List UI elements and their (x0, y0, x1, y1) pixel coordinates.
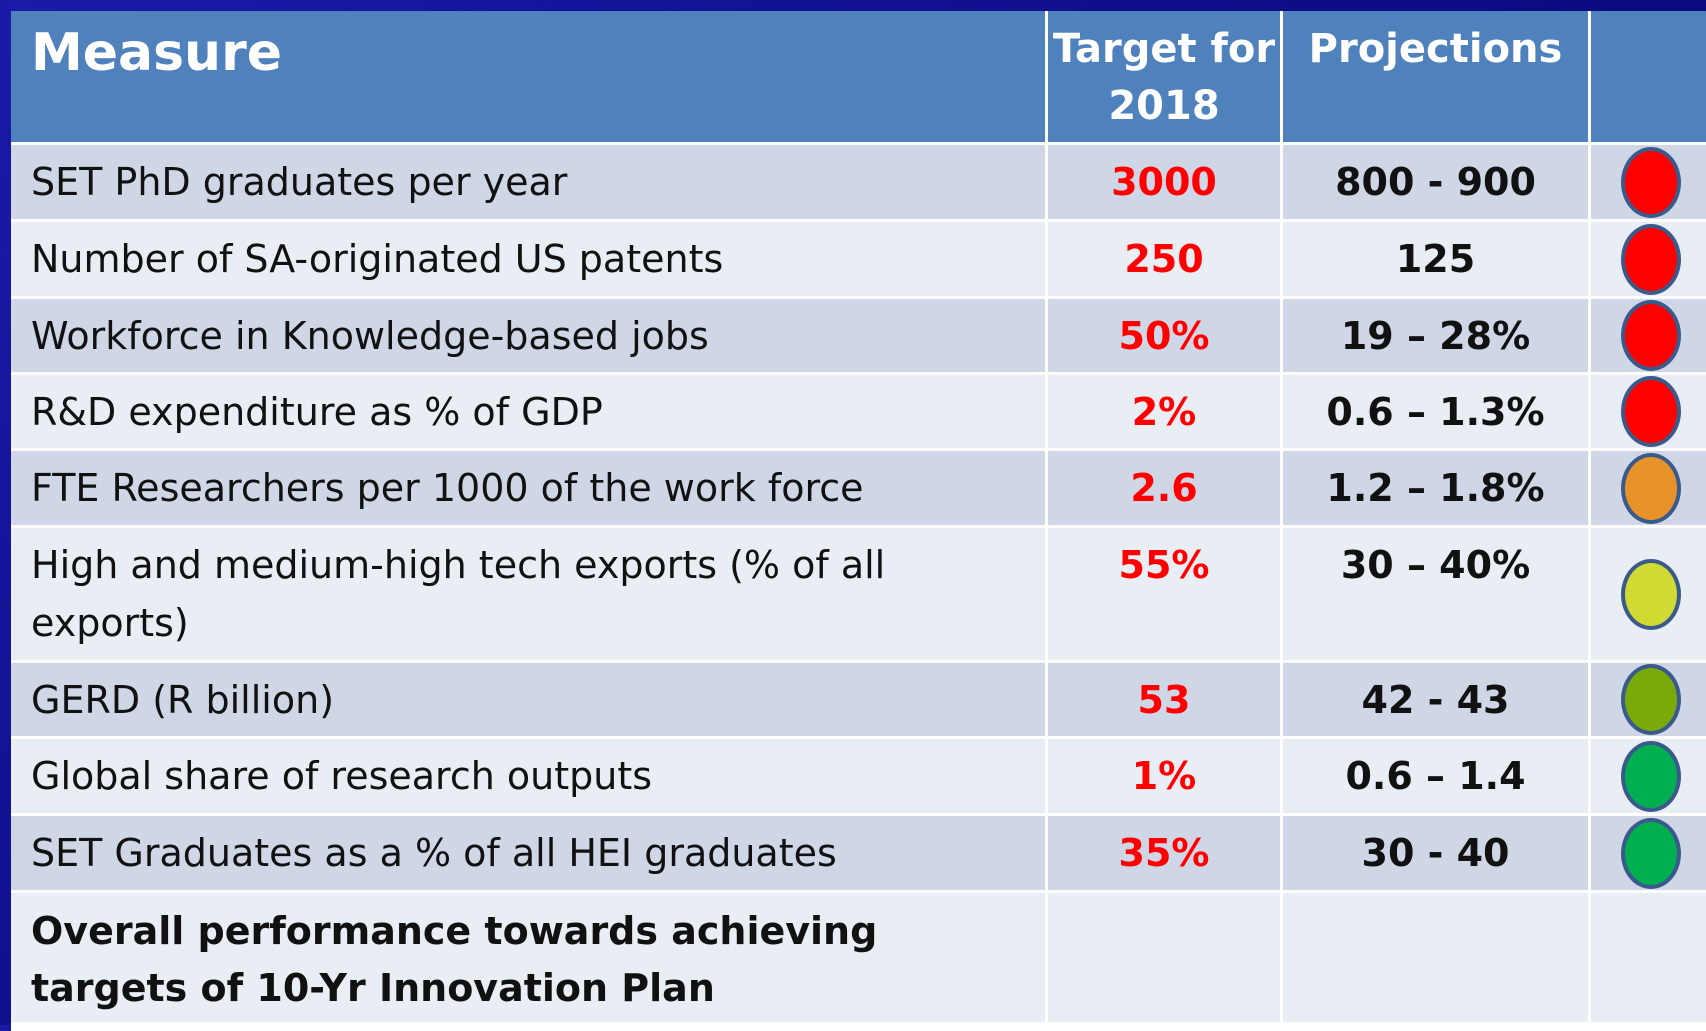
target-cell: 3000 (1048, 145, 1280, 219)
status-cell (1591, 145, 1706, 219)
measure-cell: R&D expenditure as % of GDP (11, 375, 1045, 448)
measure-cell: Workforce in Knowledge-based jobs (11, 299, 1045, 372)
status-cell (1591, 299, 1706, 372)
footer-cell (1591, 893, 1706, 1022)
measure-cell: Number of SA-originated US patents (11, 222, 1045, 296)
measure-cell: High and medium-high tech exports (% of … (11, 528, 1045, 660)
header-cell: Measure (11, 11, 1045, 142)
status-cell (1591, 739, 1706, 813)
target-cell: 35% (1048, 816, 1280, 890)
footer-cell (1283, 893, 1588, 1022)
header-cell (1591, 11, 1706, 142)
target-cell: 55% (1048, 528, 1280, 660)
measure-cell: GERD (R billion) (11, 663, 1045, 736)
status-light (1621, 223, 1681, 295)
target-cell: 250 (1048, 222, 1280, 296)
measure-cell: SET Graduates as a % of all HEI graduate… (11, 816, 1045, 890)
projection-cell: 0.6 – 1.4 (1283, 739, 1588, 813)
status-light (1621, 452, 1681, 524)
projection-cell: 30 - 40 (1283, 816, 1588, 890)
target-cell: 50% (1048, 299, 1280, 372)
target-cell: 1% (1048, 739, 1280, 813)
status-cell (1591, 375, 1706, 448)
status-light (1621, 558, 1681, 630)
header-cell: Projections (1283, 11, 1588, 142)
projection-cell: 1.2 – 1.8% (1283, 451, 1588, 525)
table: Measure Target for 2018 Projections SET PhD… (11, 11, 1706, 1031)
footer-cell (1048, 893, 1280, 1022)
target-cell: 53 (1048, 663, 1280, 736)
projection-cell: 19 – 28% (1283, 299, 1588, 372)
status-light (1621, 817, 1681, 889)
status-cell (1591, 451, 1706, 525)
measure-cell: Global share of research outputs (11, 739, 1045, 813)
measure-cell: FTE Researchers per 1000 of the work for… (11, 451, 1045, 525)
projection-cell: 30 – 40% (1283, 528, 1588, 660)
status-light (1621, 664, 1681, 735)
status-cell (1591, 663, 1706, 736)
status-cell (1591, 816, 1706, 890)
projection-cell: 0.6 – 1.3% (1283, 375, 1588, 448)
target-cell: 2% (1048, 375, 1280, 448)
measure-cell: SET PhD graduates per year (11, 145, 1045, 219)
projection-cell: 125 (1283, 222, 1588, 296)
footer-cell: Overall performance towards achieving ta… (11, 893, 1045, 1022)
target-cell: 2.6 (1048, 451, 1280, 525)
status-light (1621, 740, 1681, 812)
status-cell (1591, 222, 1706, 296)
status-light (1621, 146, 1681, 218)
projection-cell: 800 - 900 (1283, 145, 1588, 219)
header-cell: Target for 2018 (1048, 11, 1280, 142)
projection-cell: 42 - 43 (1283, 663, 1588, 736)
status-light (1621, 376, 1681, 447)
status-cell (1591, 528, 1706, 660)
status-light (1621, 300, 1681, 371)
